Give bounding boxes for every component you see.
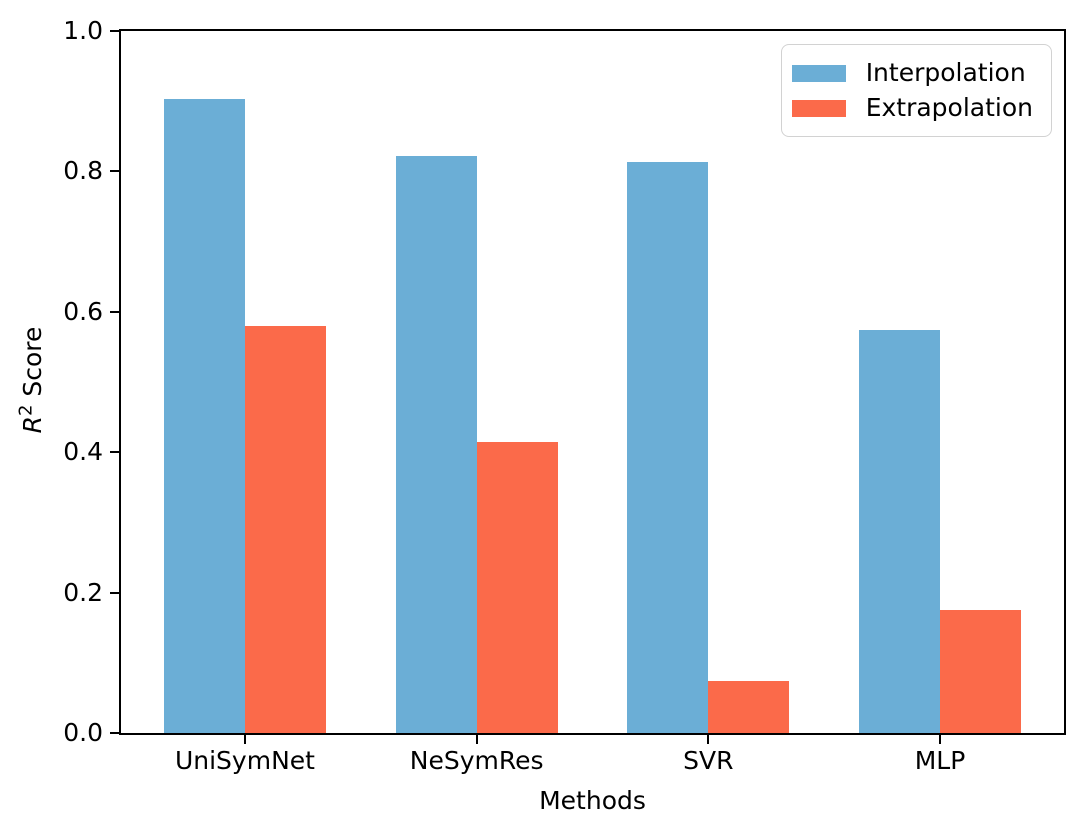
- bar-interpolation-mlp: [858, 330, 941, 733]
- y-tick-label: 0.2: [63, 577, 103, 607]
- legend-item-extrapolation: Extrapolation: [791, 93, 1033, 123]
- legend-item-interpolation: Interpolation: [791, 58, 1033, 88]
- y-tick-mark: [110, 30, 119, 32]
- y-tick-label: 0.8: [63, 156, 103, 186]
- bar-interpolation-unisymnet: [163, 99, 245, 733]
- y-tick-label: 1.0: [63, 16, 103, 45]
- x-axis-label: Methods: [539, 786, 646, 815]
- y-tick-mark: [110, 591, 119, 594]
- y-tick-mark: [110, 170, 119, 173]
- plot-area: Interpolation Extrapolation 0.0 0.2 0.4 0.6 0…: [63, 16, 1066, 775]
- ylabel-r: R: [18, 416, 47, 434]
- legend-label-extrapolation: Extrapolation: [865, 93, 1033, 122]
- y-tick-mark: [110, 310, 119, 313]
- y-tick-label: 0.6: [63, 296, 103, 326]
- x-tick-label: UniSymNet: [174, 746, 315, 775]
- extrapolation-swatch-icon: [791, 99, 846, 117]
- interpolation-swatch-icon: [791, 64, 846, 82]
- x-tick-mark: [243, 735, 246, 744]
- x-tick-label: NeSymRes: [409, 746, 544, 775]
- bar-interpolation-svr: [627, 162, 709, 733]
- legend-label-interpolation: Interpolation: [865, 58, 1026, 87]
- y-tick-mark: [110, 732, 119, 734]
- y-tick-label: 0.4: [63, 437, 103, 467]
- bar-extrapolation-svr: [708, 681, 790, 733]
- ylabel-rest: Score: [18, 326, 47, 405]
- legend: Interpolation Extrapolation: [780, 44, 1052, 137]
- bar-extrapolation-nesymres: [476, 441, 558, 733]
- x-tick-mark: [475, 735, 478, 744]
- bar-extrapolation-mlp: [940, 610, 1022, 733]
- ylabel-superscript: 2: [15, 404, 37, 417]
- y-tick-label: 0.0: [63, 718, 103, 747]
- x-tick-mark: [939, 735, 942, 744]
- y-tick-mark: [110, 451, 119, 454]
- y-axis-label-text: R2 Score: [15, 326, 48, 434]
- bar-interpolation-nesymres: [395, 155, 477, 733]
- bar-extrapolation-unisymnet: [244, 325, 327, 733]
- x-tick-label: SVR: [683, 746, 734, 775]
- x-tick-label: MLP: [914, 746, 966, 775]
- x-tick-mark: [707, 735, 710, 744]
